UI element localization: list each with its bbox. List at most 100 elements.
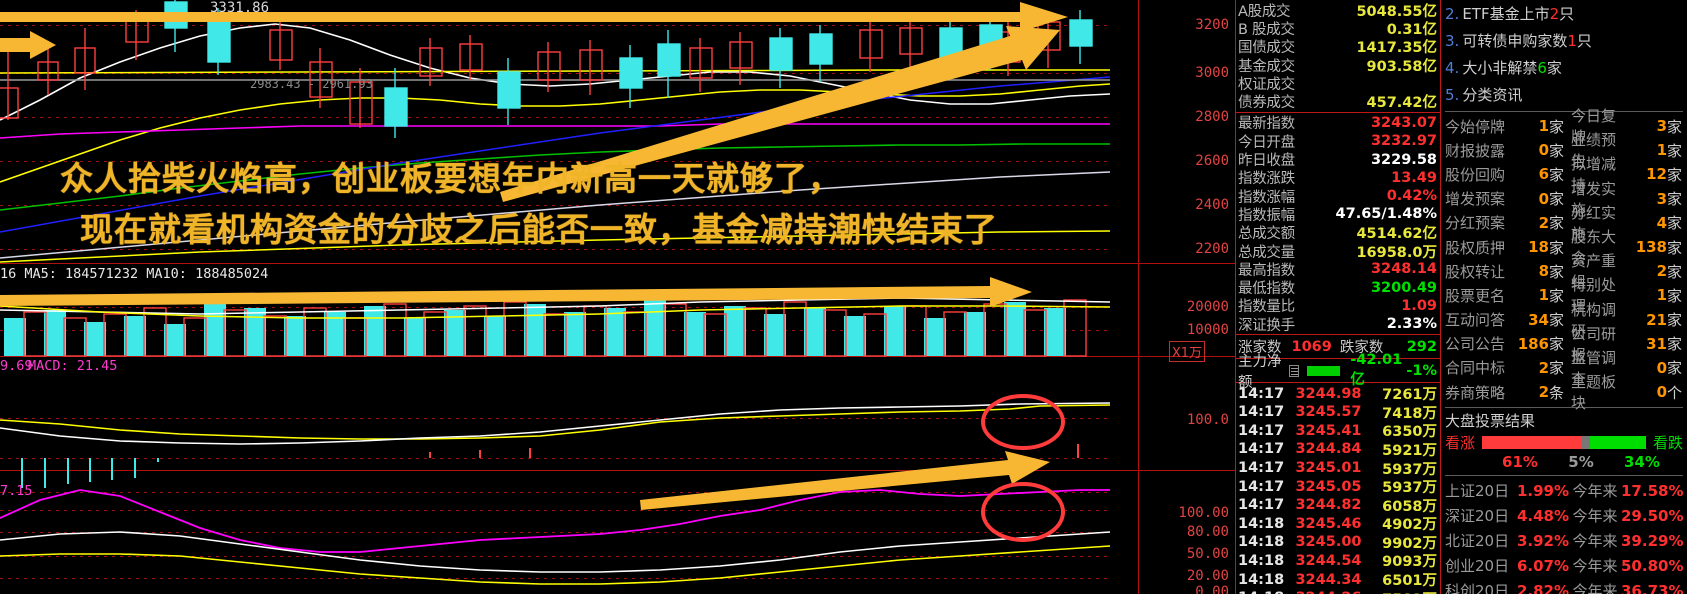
event-left-unit: 家	[1549, 190, 1565, 209]
index-stat-value: 13.49	[1391, 169, 1437, 186]
tick-price: 3244.26	[1286, 590, 1371, 594]
annotation-line-2: 现在就看机构资金的分歧之后能否一致，基金减持潮快结束了	[80, 210, 998, 249]
index-perf-20d: 3.92%	[1516, 531, 1569, 550]
index-perf-20d: 4.48%	[1516, 506, 1569, 525]
gridline	[0, 492, 1112, 493]
index-stat-label: 深证换手	[1238, 317, 1295, 334]
gridline	[0, 458, 1112, 459]
tick-price: 3245.41	[1295, 422, 1362, 439]
table-row[interactable]: 14:17 3244.82 6058万	[1236, 496, 1440, 515]
poll-segment-bullish	[1482, 435, 1583, 449]
index-stat-label: 指数涨跌	[1238, 171, 1295, 188]
event-left-value: 0	[1538, 189, 1549, 208]
index-stat-label: 指数涨幅	[1238, 189, 1295, 206]
event-right-value: 31	[1646, 334, 1667, 353]
event-left-unit: 家	[1549, 214, 1565, 233]
secondary-price-label: 2983.43 - 2961.93	[250, 77, 373, 91]
index-perf-ytd-label: 今年来	[1572, 507, 1618, 526]
index-perf-20d: 2.82%	[1516, 581, 1569, 594]
tick-time: 14:17	[1238, 460, 1285, 477]
event-right-unit: 家	[1667, 214, 1683, 233]
event-left-value: 2	[1538, 383, 1549, 402]
event-left-unit: 条	[1549, 383, 1565, 402]
table-row[interactable]: 14:17 3245.01 5937万	[1236, 459, 1440, 478]
panel-separator	[0, 470, 1138, 471]
index-stat-label: 昨日收盘	[1238, 153, 1295, 170]
news-number: 4.	[1445, 58, 1460, 77]
poll-segment-bearish	[1590, 435, 1646, 449]
chart-area[interactable]: 3331.86 2983.43 - 2961.93 16 MA5: 184571…	[0, 0, 1138, 594]
divider	[1236, 334, 1440, 336]
event-left-unit: 家	[1549, 359, 1565, 378]
news-number: 2.	[1445, 4, 1460, 23]
index-perf-20d: 1.99%	[1516, 481, 1569, 500]
tick-price: 3244.82	[1295, 497, 1362, 514]
table-row[interactable]: 14:17 3245.57 7418万	[1236, 403, 1440, 422]
index-perf-name: 创业20日	[1445, 557, 1510, 576]
list-icon[interactable]	[1288, 364, 1299, 377]
news-item[interactable]: 3. 可转债申购家数 1 只	[1445, 27, 1683, 54]
main-fund-row[interactable]: 主力净额 -42.01亿 -1%	[1236, 352, 1440, 391]
index-stat-value: 1.09	[1401, 297, 1437, 314]
gridline	[0, 330, 1112, 331]
tick-volume: 9902万	[1382, 535, 1437, 552]
tick-volume: 6058万	[1382, 498, 1437, 515]
gridline	[0, 532, 1112, 533]
news-highlight: 6	[1537, 58, 1547, 77]
event-right-value: 138	[1635, 238, 1667, 257]
table-row[interactable]: 14:18 3245.00 9902万	[1236, 533, 1440, 552]
event-left-label: 财报披露	[1445, 141, 1506, 160]
index-perf-row: 北证20日 3.92% 今年来 39.29%	[1445, 528, 1683, 553]
event-right-unit: 家	[1667, 238, 1683, 257]
turnover-value: 903.58亿	[1366, 58, 1437, 75]
axis-tick: 3000	[1195, 65, 1229, 81]
news-highlight: 1	[1567, 31, 1577, 50]
news-text: 大小非解禁	[1462, 59, 1538, 77]
event-stat-row: 增发预案 0 家增发实施 3 家	[1445, 180, 1683, 219]
index-stat-label: 最新指数	[1238, 116, 1295, 133]
index-perf-ytd-label: 今年来	[1572, 482, 1618, 501]
axis-tick-volume: 20000	[1186, 299, 1229, 315]
table-row[interactable]: 14:18 3244.54 9093万	[1236, 552, 1440, 571]
table-row[interactable]: 14:17 3245.05 5937万	[1236, 477, 1440, 497]
index-stat-row: 总成交量 16958.0万	[1236, 242, 1440, 261]
poll-title: 大盘投票结果	[1445, 412, 1536, 431]
event-left-value: 186	[1517, 334, 1549, 353]
table-row[interactable]: 14:18 3245.46 4902万	[1236, 515, 1440, 534]
event-right-label: 增发实施	[1571, 179, 1617, 219]
index-stat-row: 指数涨幅 0.42%	[1236, 187, 1440, 206]
table-row[interactable]: 14:17 3244.84 5921万	[1236, 440, 1440, 459]
event-stat-row: 财报披露 0 家业绩预告 1 家	[1445, 131, 1683, 170]
divider	[1445, 475, 1683, 477]
index-perf-ytd: 29.50%	[1621, 506, 1684, 525]
event-left-label: 互动问答	[1445, 311, 1506, 330]
tick-list[interactable]: 14:17 3244.98 7261万 14:17 3245.57 7418万 14:17 3…	[1236, 384, 1440, 594]
news-item[interactable]: 4. 大小非解禁 6 家	[1445, 54, 1683, 81]
tick-price: 3245.00	[1295, 534, 1362, 551]
divider	[1236, 382, 1440, 384]
axis-tick: 2600	[1195, 153, 1229, 169]
table-row[interactable]: 14:17 3244.98 7261万	[1236, 384, 1440, 404]
event-left-unit: 家	[1549, 117, 1565, 136]
poll-percentages: 61% 5% 34%	[1445, 452, 1683, 472]
index-perf-ytd-label: 今年来	[1572, 582, 1618, 594]
axis-tick-lower: 20.00	[1186, 568, 1229, 584]
poll-bar: 看涨 看跌	[1445, 432, 1683, 452]
event-left-label: 分红预案	[1445, 214, 1506, 233]
tick-volume: 5937万	[1382, 461, 1437, 478]
index-stat-label: 指数量比	[1238, 299, 1295, 316]
news-item[interactable]: 5. 分类资讯	[1445, 81, 1683, 108]
event-left-unit: 家	[1549, 335, 1565, 354]
divider	[1236, 111, 1440, 113]
event-right-label: 机构调研	[1571, 300, 1617, 340]
table-row[interactable]: 14:17 3245.41 6350万	[1236, 422, 1440, 441]
news-item[interactable]: 2. ETF基金上市 2 只	[1445, 0, 1683, 27]
index-stat-row: 指数量比 1.09	[1236, 297, 1440, 316]
news-list[interactable]: 2. ETF基金上市 2 只 3. 可转债申购家数 1 只 4. 大小非解禁 6 家 5. 分类资讯	[1445, 0, 1683, 108]
index-stat-value: 2.33%	[1386, 316, 1437, 333]
divider	[1236, 358, 1440, 360]
tick-volume: 7261万	[1382, 387, 1437, 404]
table-row[interactable]: 14:18 3244.34 6501万	[1236, 570, 1440, 590]
